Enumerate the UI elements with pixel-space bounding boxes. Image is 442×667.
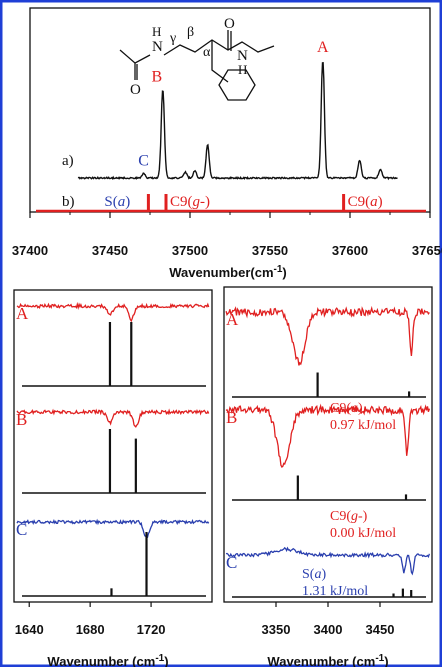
stick-label: C9(g-) [170, 194, 210, 210]
mol-label-gamma: γ [169, 31, 176, 46]
x-tick-label: 3450 [366, 622, 395, 637]
bottom-right-plot-area: A B C C9(a) 0.97 kJ/mol C9(g-) 0.00 kJ/mol S(a)… [225, 305, 431, 599]
mol-label-h2: H [238, 62, 247, 77]
x-tick-label: 3400 [314, 622, 343, 637]
peak-label-b: B [151, 69, 162, 86]
ir-trace-c [225, 546, 431, 576]
bottom-left-x-axis: 1640 1680 1720 [15, 602, 166, 637]
x-tick-label: 37600 [332, 243, 368, 258]
bottom-left-plot-area: A B C [16, 301, 210, 597]
bottom-left-frame [13, 289, 213, 603]
ir-trace-c [16, 518, 210, 539]
x-tick-label: 37650 [412, 243, 442, 258]
stick-label: C9(a) [348, 194, 383, 210]
energy-annotation-value: 0.00 kJ/mol [330, 526, 396, 541]
bottom-right-frame [223, 286, 433, 603]
stick-label-b: b) [62, 194, 75, 210]
trace-label-a: A [16, 304, 29, 323]
molecule-structure [119, 30, 275, 101]
x-tick-label: 1680 [76, 622, 105, 637]
top-x-axis: 37400 37450 37500 37550 37600 37650 [12, 212, 442, 258]
mol-label-beta: β [187, 25, 194, 40]
ir-trace-b [225, 403, 431, 468]
bottom-right-x-axis-label: Wavenumber (cm-1) [267, 653, 388, 667]
x-tick-label: 37550 [252, 243, 288, 258]
stick-label: S(a) [104, 194, 130, 210]
mol-label-n2: N [237, 48, 248, 64]
x-tick-label: 1640 [15, 622, 44, 637]
x-tick-label: 37450 [92, 243, 128, 258]
top-x-axis-label: Wavenumber(cm-1) [169, 264, 287, 280]
energy-annotation-conformer: S(a) [302, 567, 326, 582]
energy-annotation-conformer: C9(g-) [330, 509, 368, 524]
peak-label-a: A [317, 39, 329, 56]
mol-label-h1: H [152, 24, 161, 39]
top-plot-area: A B C S(a) C9(g-) C9(a) [36, 39, 426, 213]
energy-annotation-value: 0.97 kJ/mol [330, 418, 396, 433]
x-tick-label: 37400 [12, 243, 48, 258]
x-tick-label: 37500 [172, 243, 208, 258]
mol-label-o2: O [224, 16, 235, 32]
bottom-right-x-axis: 3350 3400 3450 [262, 602, 395, 637]
top-panel-frame [29, 7, 431, 213]
ir-trace-a [225, 305, 430, 366]
trace-label-c: C [226, 553, 237, 572]
trace-label-a: A [226, 310, 239, 329]
energy-annotation-conformer: C9(a) [330, 401, 363, 416]
mol-label-alpha: α [203, 45, 211, 60]
spectrum-trace-a [77, 61, 398, 181]
ir-trace-b [16, 408, 210, 428]
trace-label-a: a) [62, 153, 74, 169]
trace-label-b: B [226, 408, 237, 427]
peak-label-c: C [138, 152, 149, 169]
mol-label-o1: O [130, 82, 141, 98]
bottom-left-x-axis-label: Wavenumber (cm-1) [47, 653, 168, 667]
x-tick-label: 3350 [262, 622, 291, 637]
energy-annotation-value: 1.31 kJ/mol [302, 584, 368, 599]
trace-label-c: C [16, 520, 27, 539]
mol-label-n1: N [152, 39, 163, 55]
ir-trace-a [16, 301, 210, 323]
trace-label-b: B [16, 410, 27, 429]
x-tick-label: 1720 [137, 622, 166, 637]
